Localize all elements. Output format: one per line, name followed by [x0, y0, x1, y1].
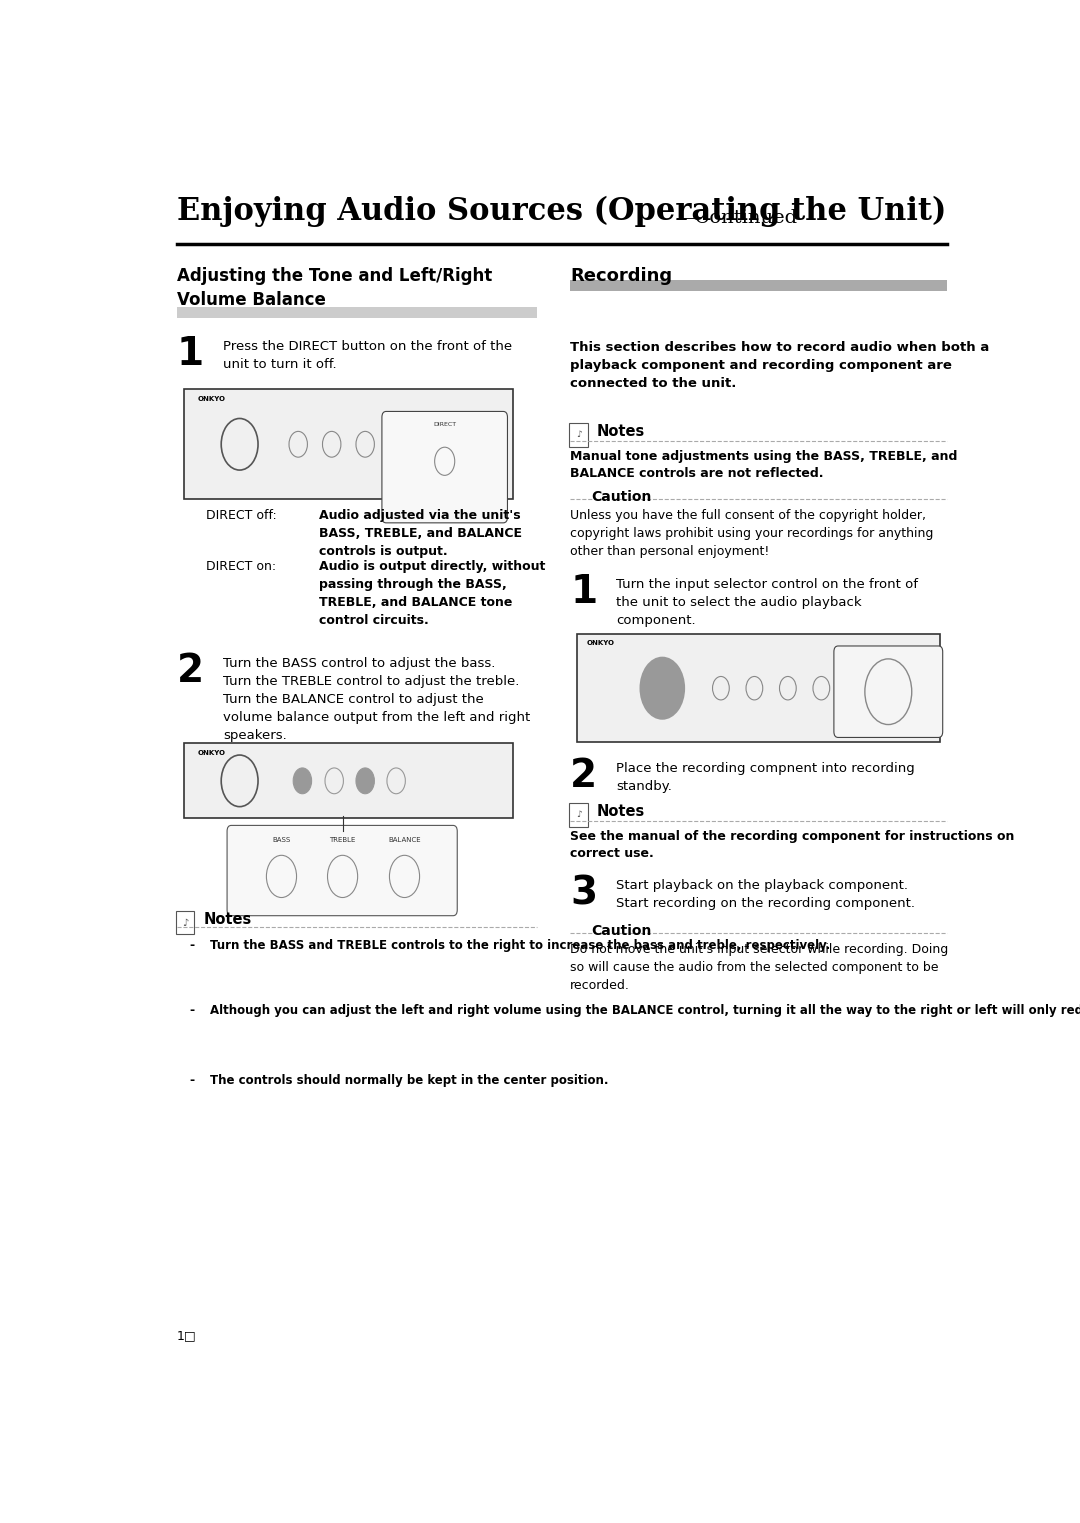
- Circle shape: [640, 658, 684, 719]
- Text: Although you can adjust the left and right volume using the BALANCE control, tur: Although you can adjust the left and rig…: [211, 1004, 1080, 1017]
- Text: Press the DIRECT button on the front of the
unit to turn it off.: Press the DIRECT button on the front of …: [222, 340, 512, 372]
- Text: BASS: BASS: [272, 838, 291, 844]
- Text: ♪: ♪: [183, 918, 188, 928]
- Bar: [177, 308, 537, 318]
- Text: BALANCE: BALANCE: [388, 838, 421, 844]
- Text: 1□: 1□: [177, 1330, 197, 1343]
- FancyBboxPatch shape: [569, 803, 588, 827]
- FancyBboxPatch shape: [577, 634, 941, 742]
- FancyBboxPatch shape: [176, 911, 194, 935]
- Text: 1: 1: [570, 573, 597, 611]
- Text: 2: 2: [177, 652, 204, 690]
- Text: Caution: Caution: [591, 924, 651, 938]
- Text: 3: 3: [570, 874, 597, 912]
- FancyBboxPatch shape: [184, 743, 513, 818]
- Text: Notes: Notes: [204, 912, 252, 926]
- Text: Place the recording compnent into recording
standby.: Place the recording compnent into record…: [617, 762, 915, 793]
- Text: Caution: Caution: [591, 490, 651, 504]
- Text: Audio adjusted via the unit's
BASS, TREBLE, and BALANCE
controls is output.: Audio adjusted via the unit's BASS, TREB…: [320, 509, 522, 557]
- Text: ONKYO: ONKYO: [198, 396, 226, 402]
- Text: -: -: [189, 1074, 194, 1087]
- Text: DIRECT off:: DIRECT off:: [206, 509, 276, 522]
- FancyBboxPatch shape: [382, 411, 508, 522]
- Text: 2: 2: [570, 757, 597, 795]
- FancyBboxPatch shape: [227, 825, 457, 915]
- Text: -: -: [189, 1004, 194, 1017]
- Text: DIRECT on:: DIRECT on:: [206, 560, 276, 573]
- Text: Turn the BASS and TREBLE controls to the right to increase the bass and treble, : Turn the BASS and TREBLE controls to the…: [211, 940, 831, 952]
- Text: Unless you have the full consent of the copyright holder,
copyright laws prohibi: Unless you have the full consent of the …: [570, 509, 933, 557]
- Text: —Continued: —Continued: [675, 209, 797, 227]
- Text: Notes: Notes: [597, 423, 645, 439]
- Text: Start playback on the playback component.
Start recording on the recording compo: Start playback on the playback component…: [617, 879, 915, 911]
- Text: Adjusting the Tone and Left/Right
Volume Balance: Adjusting the Tone and Left/Right Volume…: [177, 267, 492, 309]
- Text: Turn the BASS control to adjust the bass.
Turn the TREBLE control to adjust the : Turn the BASS control to adjust the bass…: [222, 656, 530, 742]
- Text: Audio is output directly, without
passing through the BASS,
TREBLE, and BALANCE : Audio is output directly, without passin…: [320, 560, 545, 627]
- Text: Notes: Notes: [597, 804, 645, 819]
- Text: ♪: ♪: [576, 810, 581, 819]
- Text: DIRECT: DIRECT: [433, 422, 456, 426]
- Text: Do not move the unit's input selector while recording. Doing
so will cause the a: Do not move the unit's input selector wh…: [570, 943, 948, 991]
- Circle shape: [293, 768, 312, 793]
- Text: See the manual of the recording component for instructions on
correct use.: See the manual of the recording componen…: [570, 830, 1014, 860]
- Circle shape: [356, 768, 375, 793]
- Text: This section describes how to record audio when both a
playback component and re: This section describes how to record aud…: [570, 341, 989, 390]
- Text: Enjoying Audio Sources (Operating the Unit): Enjoying Audio Sources (Operating the Un…: [177, 196, 946, 227]
- Text: Recording: Recording: [570, 267, 673, 285]
- FancyBboxPatch shape: [184, 390, 513, 500]
- Text: Manual tone adjustments using the BASS, TREBLE, and
BALANCE controls are not ref: Manual tone adjustments using the BASS, …: [570, 451, 958, 480]
- Text: ♪: ♪: [576, 431, 581, 440]
- Text: -: -: [189, 940, 194, 952]
- Bar: [570, 280, 947, 291]
- Text: Turn the input selector control on the front of
the unit to select the audio pla: Turn the input selector control on the f…: [617, 577, 918, 627]
- FancyBboxPatch shape: [834, 646, 943, 737]
- Text: 1: 1: [177, 335, 204, 373]
- Text: ONKYO: ONKYO: [198, 751, 226, 757]
- FancyBboxPatch shape: [569, 423, 588, 446]
- Text: TREBLE: TREBLE: [329, 838, 355, 844]
- Text: ONKYO: ONKYO: [588, 640, 615, 646]
- Text: The controls should normally be kept in the center position.: The controls should normally be kept in …: [211, 1074, 609, 1087]
